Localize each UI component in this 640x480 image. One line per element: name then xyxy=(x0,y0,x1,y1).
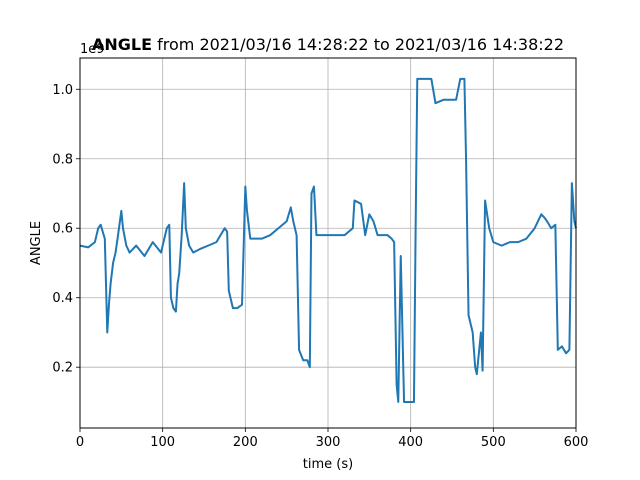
x-tick-label: 100 xyxy=(150,435,175,450)
y-axis-label: ANGLE xyxy=(29,221,44,265)
y-tick-label: 0.8 xyxy=(52,152,73,167)
x-tick-label: 400 xyxy=(398,435,423,450)
y-tick-label: 0.6 xyxy=(52,222,73,237)
y-offset-label: 1e9 xyxy=(80,42,105,57)
y-tick-label: 0.2 xyxy=(52,361,73,376)
x-axis-ticks: 0 100 200 300 400 500 600 xyxy=(76,428,589,450)
x-tick-label: 200 xyxy=(233,435,258,450)
series-line-0 xyxy=(79,77,577,403)
x-axis-label: time (s) xyxy=(303,457,353,472)
y-tick-label: 1.0 xyxy=(52,83,73,98)
chart-title-rest: from 2021/03/16 14:28:22 to 2021/03/16 1… xyxy=(152,35,564,54)
y-tick-label: 0.4 xyxy=(52,291,73,306)
x-tick-label: 300 xyxy=(316,435,341,450)
x-tick-label: 600 xyxy=(564,435,589,450)
chart-title: ANGLE from 2021/03/16 14:28:22 to 2021/0… xyxy=(92,35,564,54)
y-axis-ticks: 0.2 0.4 0.6 0.8 1.0 xyxy=(52,83,80,376)
chart-title-bold: ANGLE xyxy=(92,35,152,54)
series-layer xyxy=(79,77,577,403)
x-tick-label: 500 xyxy=(481,435,506,450)
x-tick-label: 0 xyxy=(76,435,84,450)
